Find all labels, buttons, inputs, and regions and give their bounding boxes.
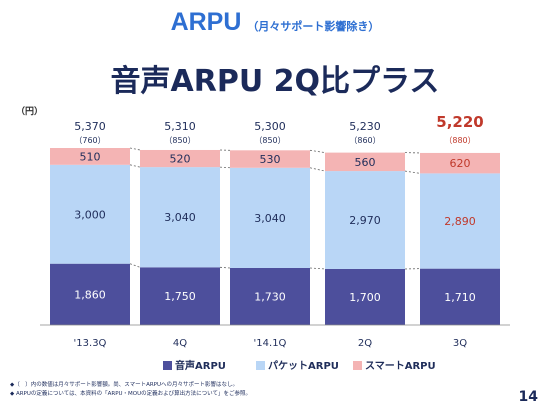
- segment-label: 1,750: [164, 290, 196, 303]
- segment-label: 510: [80, 150, 101, 163]
- x-tick-label: 2Q: [358, 338, 372, 349]
- bar-segment: [325, 268, 405, 325]
- segment-label: 3,040: [164, 211, 196, 224]
- total-note: （880）: [444, 136, 475, 145]
- connector-line: [309, 167, 326, 172]
- legend-label: 音声ARPU: [175, 359, 226, 372]
- bar-segment: [230, 167, 310, 268]
- segment-label: 1,710: [444, 291, 476, 304]
- bar-segment: [140, 167, 220, 268]
- headline: 音声ARPU 2Q比プラス: [110, 64, 440, 99]
- bar-segment: [420, 268, 500, 325]
- bar-segment: [325, 171, 405, 269]
- segment-label: 3,000: [74, 208, 106, 221]
- connector-line: [219, 166, 231, 169]
- x-tick-label: '14.1Q: [254, 338, 287, 349]
- legend-swatch: [353, 361, 362, 370]
- bar-segment: [420, 152, 500, 174]
- legend-label: スマートARPU: [365, 360, 436, 372]
- segment-label: 560: [355, 156, 376, 169]
- total-label: 5,300: [254, 120, 286, 133]
- x-tick-label: '13.3Q: [74, 338, 107, 349]
- x-tick-label: 4Q: [173, 338, 187, 349]
- title-main: ARPU: [170, 8, 242, 36]
- bar-segment: [325, 152, 405, 172]
- total-label: 5,230: [349, 120, 381, 133]
- connector-line: [404, 170, 421, 174]
- connector-line: [309, 267, 326, 270]
- chart-title: ARPU （月々サポート影響除き）: [0, 8, 550, 37]
- footnote-1: ◆（ ）内の数値は月々サポート影響額。尚、スマートARPUへの月々サポート影響は…: [10, 382, 238, 388]
- page-number: 14: [518, 389, 538, 405]
- bar-segment: [50, 164, 130, 264]
- total-label: 5,310: [164, 120, 196, 133]
- total-note: （850）: [164, 136, 195, 145]
- legend-swatch: [256, 361, 265, 370]
- total-note: （860）: [349, 136, 380, 145]
- connector-line: [129, 263, 141, 268]
- bar-segment: [230, 150, 310, 168]
- connector-line: [309, 149, 326, 154]
- total-label: 5,370: [74, 120, 106, 133]
- bar-segment: [140, 267, 220, 325]
- segment-label: 2,970: [349, 214, 381, 227]
- segment-label: 620: [450, 157, 471, 170]
- bar-segment: [140, 149, 220, 168]
- bar-segment: [230, 267, 310, 325]
- segment-label: 520: [170, 153, 191, 166]
- segment-label: 530: [260, 153, 281, 166]
- connector-line: [129, 164, 141, 168]
- legend-swatch: [163, 361, 172, 370]
- segment-label: 1,860: [74, 288, 106, 301]
- segment-label: 1,700: [349, 291, 381, 304]
- bar-segment: [50, 263, 130, 325]
- footnote-2: ◆ ARPUの定義については、本資料の「ARPU・MOUの定義および算出方法につ…: [10, 391, 251, 397]
- connector-line: [129, 147, 141, 151]
- connector-line: [219, 266, 231, 269]
- title-note: （月々サポート影響除き）: [247, 20, 380, 33]
- total-label: 5,220: [436, 113, 483, 131]
- bar-segment: [50, 148, 130, 165]
- segment-label: 1,730: [254, 290, 286, 303]
- legend-label: パケットARPU: [268, 360, 339, 372]
- unit-label: （円）: [16, 107, 44, 117]
- total-note: （850）: [254, 136, 285, 145]
- bar-segment: [420, 173, 500, 269]
- segment-label: 3,040: [254, 212, 286, 225]
- total-note: （760）: [74, 136, 105, 145]
- x-tick-label: 3Q: [453, 338, 467, 349]
- segment-label: 2,890: [444, 215, 476, 228]
